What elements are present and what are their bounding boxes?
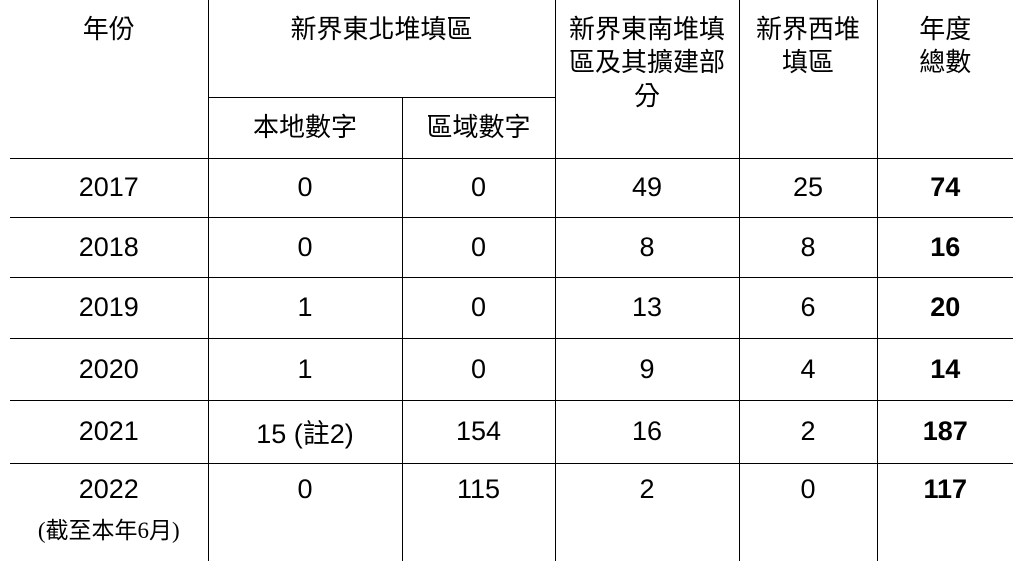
southeast-cell: 9	[554, 337, 740, 401]
header-year: 年份	[10, 0, 209, 159]
table-header-row-2: 本地數字 區域數字	[10, 96, 1013, 159]
regional-figures-cell: 154	[401, 399, 556, 464]
year-cell: 2020	[10, 337, 209, 401]
table-row: 2017 0 0 49 25 74	[10, 157, 1014, 218]
year-cell: 2021	[10, 399, 209, 464]
table-header-row-1: 年份 新界東北堆填區 新界東南堆填 區及其擴建部 分 新界西堆 填區 年度 總數	[10, 0, 1014, 159]
local-figures-cell: 1	[207, 276, 403, 339]
local-figures-cell: 0	[207, 462, 403, 561]
header-regional-figures: 區域數字	[401, 96, 556, 159]
year-cell: 2017	[10, 157, 209, 218]
southeast-cell: 16	[554, 399, 740, 464]
annual-total-cell: 14	[876, 337, 1014, 401]
regional-figures-cell: 0	[401, 276, 556, 339]
west-cell: 4	[738, 337, 878, 401]
table-row: 2019 1 0 13 6 20	[10, 276, 1014, 339]
regional-figures-cell: 0	[401, 157, 556, 218]
local-figures-cell: 15 (註2)	[207, 399, 403, 464]
regional-figures-cell: 0	[401, 216, 556, 278]
annual-total-cell: 74	[876, 157, 1014, 218]
annual-total-cell: 187	[876, 399, 1014, 464]
header-northeast-landfill: 新界東北堆填區	[207, 0, 556, 98]
landfill-figures-table: 年份 新界東北堆填區 新界東南堆填 區及其擴建部 分 新界西堆 填區 年度 總數…	[10, 0, 1014, 561]
year-note: (截至本年6月)	[37, 517, 180, 543]
header-local-figures: 本地數字	[207, 96, 403, 159]
annual-total-cell: 16	[876, 216, 1014, 278]
west-cell: 0	[738, 462, 878, 561]
west-cell: 6	[738, 276, 878, 339]
year-cell: 2018	[10, 216, 209, 278]
southeast-cell: 8	[554, 216, 740, 278]
regional-figures-cell: 115	[401, 462, 556, 561]
header-annual-total: 年度 總數	[876, 0, 1014, 159]
local-figures-cell: 1	[207, 337, 403, 401]
local-figures-cell: 0	[207, 157, 403, 218]
local-figures-cell: 0	[207, 216, 403, 278]
southeast-cell: 49	[554, 157, 740, 218]
header-west-landfill: 新界西堆 填區	[738, 0, 878, 159]
west-cell: 25	[738, 157, 878, 218]
west-cell: 2	[738, 399, 878, 464]
table-row: 2021 15 (註2) 154 16 2 187	[10, 399, 1014, 464]
header-southeast-landfill-extension: 新界東南堆填 區及其擴建部 分	[554, 0, 740, 159]
year-label: 2022	[78, 473, 139, 504]
table-row: 2020 1 0 9 4 14	[10, 337, 1014, 401]
table-row: 2022 (截至本年6月) 0 115 2 0 117	[10, 462, 1014, 561]
southeast-cell: 13	[554, 276, 740, 339]
table-row: 2018 0 0 8 8 16	[10, 216, 1014, 278]
year-cell: 2022 (截至本年6月)	[10, 462, 209, 561]
southeast-cell: 2	[554, 462, 740, 561]
year-cell: 2019	[10, 276, 209, 339]
west-cell: 8	[738, 216, 878, 278]
annual-total-cell: 117	[876, 462, 1014, 561]
annual-total-cell: 20	[876, 276, 1014, 339]
regional-figures-cell: 0	[401, 337, 556, 401]
